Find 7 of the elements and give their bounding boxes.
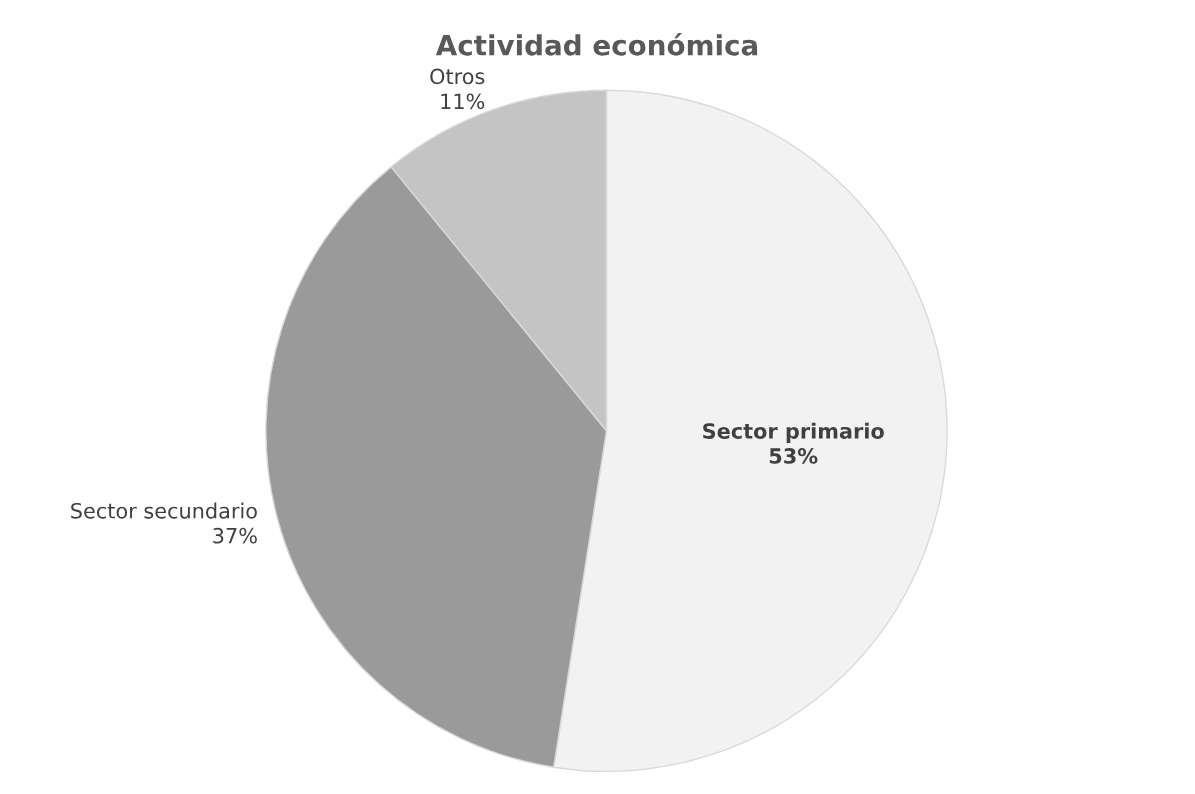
data-label: 37% xyxy=(213,527,257,544)
chart-title: Actividad económica xyxy=(435,33,758,56)
data-label: 53% xyxy=(769,448,818,464)
slice-label: Sector primario xyxy=(703,422,884,443)
slice-label: Sector secundario xyxy=(71,502,257,519)
data-label: 11% xyxy=(441,93,485,110)
slice-label: Otros xyxy=(430,68,485,85)
